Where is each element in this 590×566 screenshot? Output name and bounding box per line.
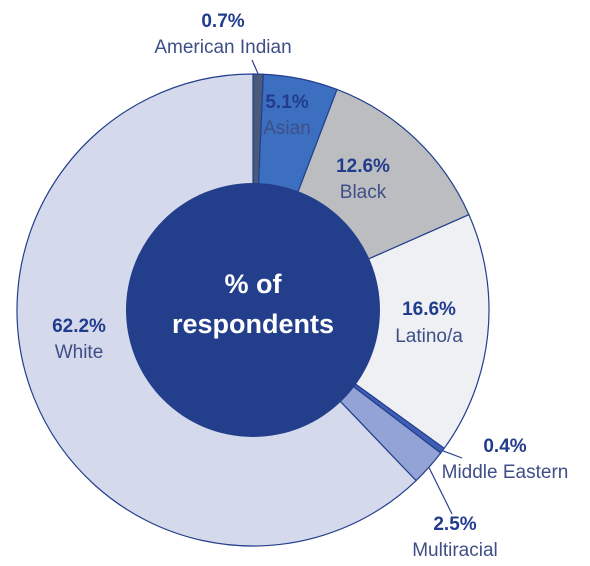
leader-line-american-indian [251,59,259,75]
slice-category-label-middle-eastern: Middle Eastern [442,462,569,483]
center-label-line1: % of [225,269,283,299]
slice-value-label-multiracial: 2.5% [433,514,476,535]
slice-value-label-white: 62.2% [52,316,106,337]
leader-line-middle-eastern [442,450,463,459]
center-label-line2: respondents [172,309,334,339]
center-disc [126,183,380,437]
slice-category-label-white: White [55,342,104,363]
slice-category-label-latino: Latino/a [395,326,463,347]
slice-value-label-asian: 5.1% [265,92,308,113]
leader-line-multiracial [428,467,453,515]
slice-category-label-american-indian: American Indian [154,37,291,58]
slice-value-label-american-indian: 0.7% [201,11,244,32]
slice-value-label-middle-eastern: 0.4% [483,436,526,457]
slice-value-label-latino: 16.6% [402,299,456,320]
slice-value-label-black: 12.6% [336,156,390,177]
slice-category-label-multiracial: Multiracial [412,540,498,561]
leader-lines-group [251,59,463,515]
slice-category-label-asian: Asian [263,118,311,139]
slice-category-label-black: Black [340,182,387,203]
